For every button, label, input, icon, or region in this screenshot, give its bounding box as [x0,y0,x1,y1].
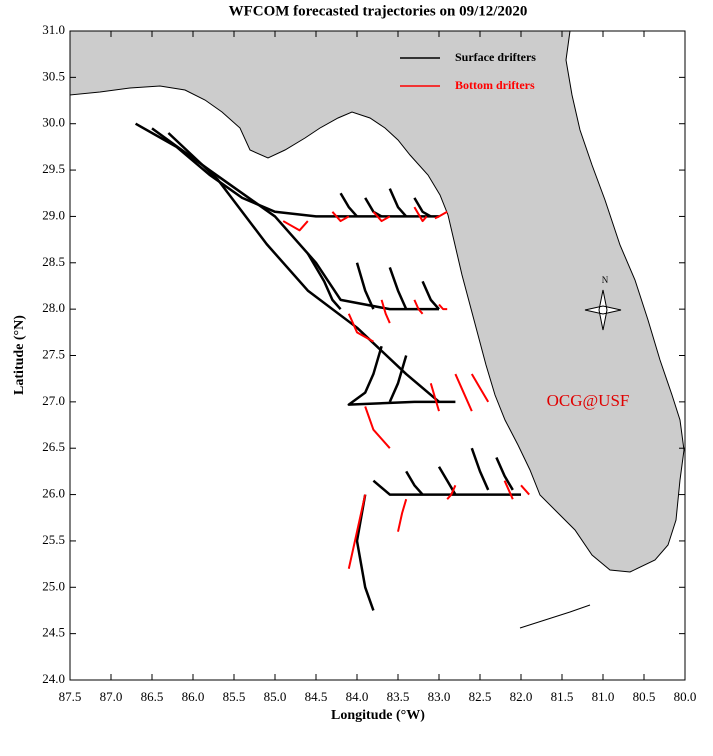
land [69,30,685,573]
x-tick-label: 84.0 [346,689,369,704]
trajectory [355,494,375,611]
y-tick-label: 25.5 [42,532,65,547]
trajectory [347,313,374,343]
trajectory [413,197,432,218]
y-tick-label: 30.5 [42,68,65,83]
x-tick-label: 84.5 [305,689,328,704]
y-axis-label: Latitude (°N) [12,315,27,395]
trajectory [282,220,309,232]
y-tick-label: 24.0 [42,671,65,686]
trajectory [306,252,342,310]
y-tick-label: 29.0 [42,207,65,222]
annotation: OCG@USF [547,391,630,410]
trajectory [421,280,440,310]
x-tick-label: 80.5 [633,689,656,704]
trajectory [446,484,457,500]
y-tick-label: 28.0 [42,300,65,315]
x-tick-label: 85.5 [223,689,246,704]
legend-label: Surface drifters [455,50,536,64]
y-tick-label: 26.5 [42,439,65,454]
x-tick-label: 83.0 [428,689,451,704]
compass: N [584,275,622,331]
trajectory [405,470,424,496]
x-tick-label: 85.0 [264,689,287,704]
trajectory [520,484,530,496]
keys [519,604,591,629]
y-tick-label: 28.5 [42,254,65,269]
x-tick-label: 82.0 [510,689,533,704]
compass-rose [584,289,622,331]
x-tick-label: 82.5 [469,689,492,704]
x-axis-label: Longitude (°W) [331,708,425,723]
x-tick-label: 81.0 [592,689,615,704]
y-tick-label: 24.5 [42,625,65,640]
trajectory [434,210,448,220]
trajectory [470,447,490,491]
trajectory [364,197,383,218]
trajectory [167,132,440,403]
trajectory [331,211,350,223]
trajectory [388,267,408,310]
trajectory [355,262,375,310]
trajectory [372,479,521,496]
legend-label: Bottom drifters [455,78,535,92]
trajectory [413,206,428,223]
y-tick-label: 30.0 [42,115,65,130]
trajectory [388,188,408,218]
x-tick-label: 80.0 [674,689,697,704]
x-tick-label: 86.5 [141,689,164,704]
trajectory [388,355,408,403]
trajectory [347,345,456,406]
x-tick-label: 83.5 [387,689,410,704]
trajectory [372,211,391,223]
y-tick-label: 27.0 [42,393,65,408]
x-tick-label: 87.0 [100,689,123,704]
trajectory [429,383,440,412]
y-tick-label: 31.0 [42,22,65,37]
trajectory [454,373,473,412]
trajectory [503,480,514,500]
trajectory [364,406,391,449]
trajectory [413,299,424,315]
trajectory [347,494,367,569]
trajectory [339,192,358,218]
trajectory [438,303,448,311]
trajectory [470,373,490,403]
y-tick-label: 25.0 [42,578,65,593]
compass-label: N [602,275,609,285]
chart-title: WFCOM forecasted trajectories on 09/12/2… [229,3,528,19]
x-tick-label: 86.0 [182,689,205,704]
trajectory [495,456,514,491]
trajectory [380,299,391,324]
trajectory [134,122,439,218]
y-tick-label: 29.5 [42,161,65,176]
y-tick-label: 26.0 [42,486,65,501]
x-tick-label: 87.5 [59,689,82,704]
x-tick-label: 81.5 [551,689,574,704]
y-tick-label: 27.5 [42,346,65,361]
trajectory [397,498,408,532]
